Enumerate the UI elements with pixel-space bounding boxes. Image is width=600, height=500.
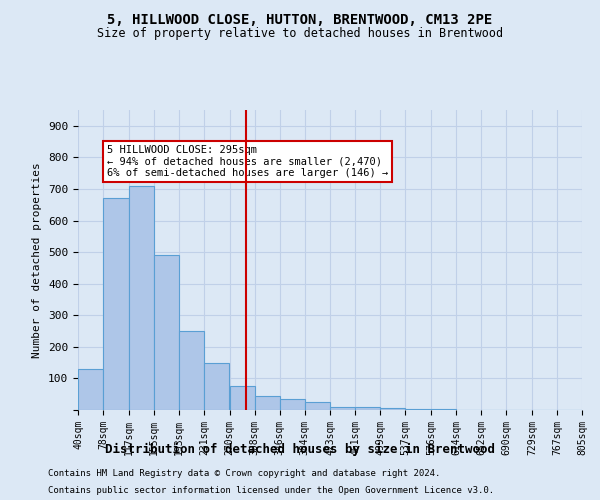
Bar [280, 399, 305, 410]
Bar [355, 407, 380, 410]
Bar [305, 402, 330, 410]
Text: Size of property relative to detached houses in Brentwood: Size of property relative to detached ho… [97, 28, 503, 40]
Text: Distribution of detached houses by size in Brentwood: Distribution of detached houses by size … [105, 442, 495, 456]
Bar [204, 362, 229, 410]
Bar [78, 369, 103, 410]
Y-axis label: Number of detached properties: Number of detached properties [32, 162, 43, 358]
Bar [129, 186, 154, 410]
Text: 5 HILLWOOD CLOSE: 295sqm
← 94% of detached houses are smaller (2,470)
6% of semi: 5 HILLWOOD CLOSE: 295sqm ← 94% of detach… [107, 144, 388, 178]
Bar [380, 408, 406, 410]
Bar [406, 409, 431, 410]
Text: Contains HM Land Registry data © Crown copyright and database right 2024.: Contains HM Land Registry data © Crown c… [48, 468, 440, 477]
Text: 5, HILLWOOD CLOSE, HUTTON, BRENTWOOD, CM13 2PE: 5, HILLWOOD CLOSE, HUTTON, BRENTWOOD, CM… [107, 12, 493, 26]
Bar [230, 386, 254, 410]
Bar [331, 407, 355, 410]
Text: Contains public sector information licensed under the Open Government Licence v3: Contains public sector information licen… [48, 486, 494, 495]
Bar [103, 198, 128, 410]
Bar [254, 396, 280, 410]
Bar [179, 331, 204, 410]
Bar [154, 256, 179, 410]
